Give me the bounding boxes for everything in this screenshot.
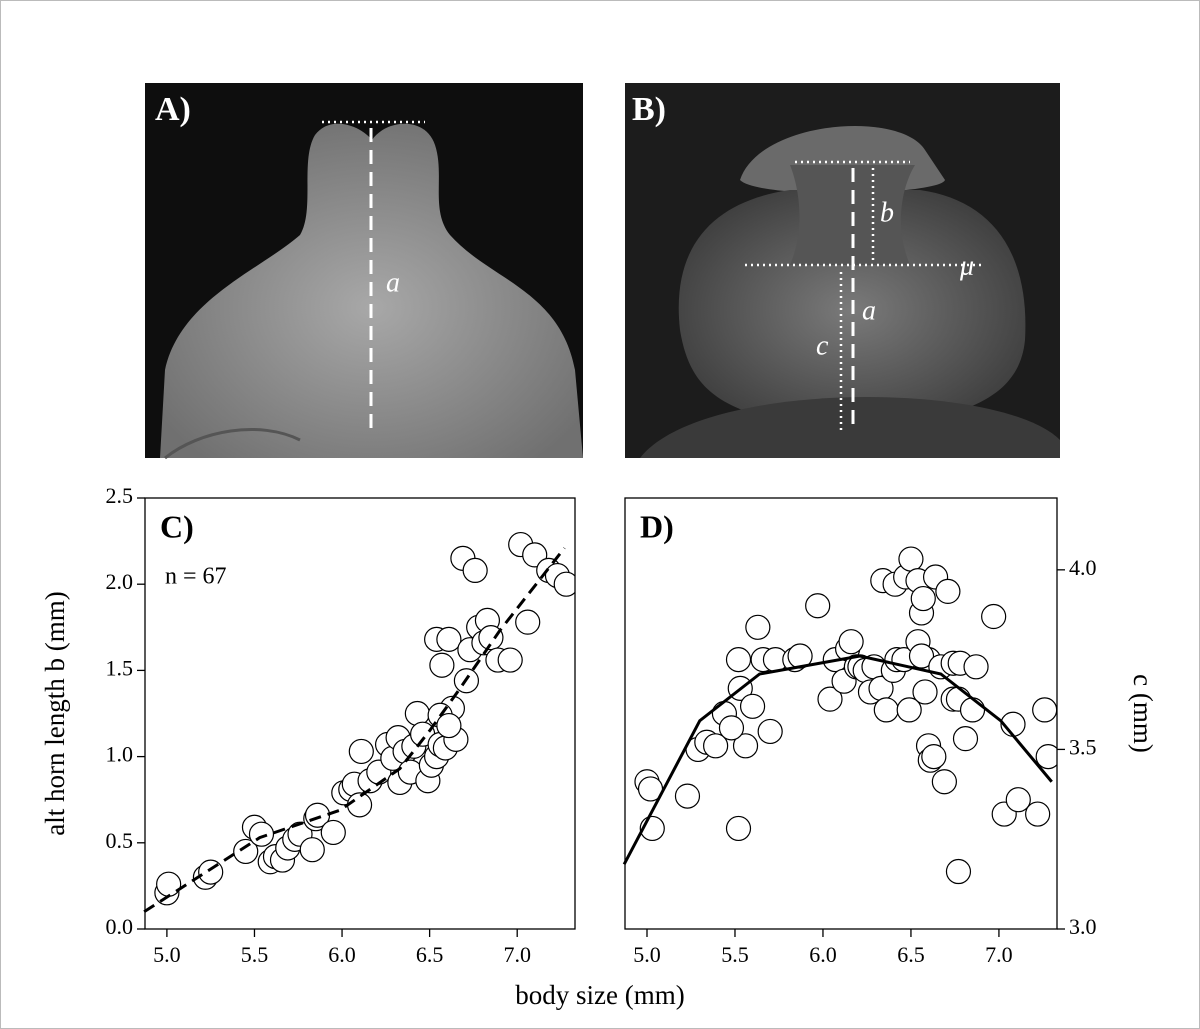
point — [674, 783, 701, 809]
x-tick-label: 6.0 — [809, 942, 837, 967]
point — [248, 821, 275, 847]
y-axis-title: c (mm) — [1128, 674, 1158, 753]
fit-line — [143, 547, 566, 914]
point — [156, 871, 182, 897]
panel-label: D) — [640, 508, 674, 544]
y-tick-label: 1.0 — [106, 742, 134, 767]
x-tick-label: 7.0 — [985, 942, 1013, 967]
point — [732, 733, 759, 759]
point — [931, 769, 957, 795]
annotation: μ — [959, 250, 974, 281]
point — [1035, 744, 1057, 770]
panel-label: A) — [155, 91, 191, 128]
point — [404, 700, 430, 727]
point — [299, 837, 325, 863]
y-tick-label: 0.5 — [106, 828, 134, 853]
annotation: b — [880, 197, 894, 228]
point — [908, 643, 935, 669]
y-tick-label: 3.5 — [1069, 734, 1097, 759]
point — [233, 838, 259, 865]
point — [718, 715, 745, 741]
photo-b: B) b μ a c — [625, 83, 1060, 458]
point — [838, 629, 864, 655]
annotation: a — [386, 267, 400, 298]
x-tick-label: 6.0 — [328, 942, 356, 967]
point — [963, 654, 989, 680]
point — [898, 546, 924, 572]
annotation: a — [862, 295, 876, 326]
point — [873, 697, 899, 723]
point — [703, 733, 729, 759]
axes-frame — [144, 497, 576, 930]
point — [436, 626, 462, 652]
y-axis-title: alt horn length b (mm) — [40, 591, 70, 835]
point — [429, 652, 455, 678]
x-tick-label: 7.0 — [503, 942, 531, 967]
plot-area — [154, 531, 575, 906]
point — [725, 647, 752, 673]
x-tick-label: 5.0 — [633, 942, 661, 967]
x-axis-title: body size (mm) — [515, 980, 684, 1010]
point — [935, 578, 961, 604]
point — [896, 697, 922, 723]
x-tick-label: 6.5 — [416, 942, 444, 967]
point — [805, 593, 831, 619]
annotation: n = 67 — [165, 564, 227, 590]
x-tick-label: 5.0 — [153, 942, 181, 967]
point — [1005, 787, 1031, 813]
point — [952, 726, 979, 752]
axes-frame — [624, 497, 1058, 930]
annotation: c — [816, 330, 829, 361]
x-tick-label: 5.5 — [721, 942, 749, 967]
point — [725, 815, 752, 842]
y-tick-label: 2.0 — [106, 569, 134, 594]
y-tick-label: 2.5 — [106, 483, 134, 508]
point — [817, 686, 843, 712]
y-tick-label: 3.0 — [1069, 914, 1097, 939]
point — [198, 859, 224, 885]
y-tick-label: 4.0 — [1069, 555, 1097, 580]
fit-line — [622, 654, 1053, 866]
panel-label: B) — [632, 91, 666, 128]
point — [515, 609, 541, 635]
point — [346, 792, 373, 818]
point — [320, 819, 346, 846]
point — [959, 697, 986, 723]
point — [462, 557, 488, 584]
y-tick-label: 1.5 — [106, 655, 134, 680]
x-tick-label: 5.5 — [241, 942, 269, 967]
point — [981, 603, 1007, 630]
photo-a: A) a — [145, 83, 583, 460]
point — [553, 571, 575, 597]
point — [745, 614, 771, 640]
point — [921, 743, 947, 770]
point — [497, 647, 523, 673]
point — [1032, 697, 1057, 723]
point — [1025, 801, 1051, 827]
point — [739, 693, 766, 719]
y-tick-label: 0.0 — [106, 914, 134, 939]
plot-area — [634, 546, 1057, 885]
point — [436, 712, 462, 739]
point — [945, 858, 972, 885]
x-tick-label: 6.5 — [897, 942, 925, 967]
point — [912, 679, 938, 705]
point — [757, 718, 783, 745]
panel-label: C) — [160, 508, 194, 544]
point — [348, 738, 374, 765]
point — [910, 585, 936, 612]
